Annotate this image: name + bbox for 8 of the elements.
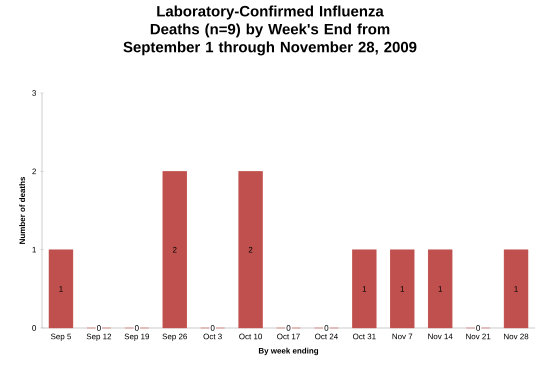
bar bbox=[352, 249, 377, 328]
bar bbox=[428, 249, 452, 328]
bar bbox=[162, 171, 187, 328]
bar bbox=[48, 249, 74, 328]
bar bbox=[504, 249, 528, 328]
chart-title: Laboratory-Confirmed Influenza Deaths (n=9) by Week's End from September 1 through November 28, 2009 bbox=[123, 6, 416, 56]
bar bbox=[238, 171, 263, 328]
bar bbox=[390, 249, 414, 328]
